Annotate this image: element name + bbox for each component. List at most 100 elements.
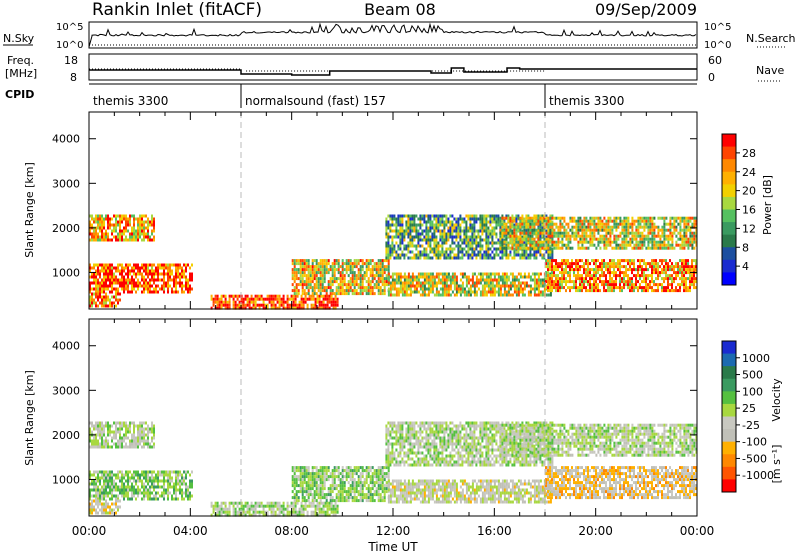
echo-cell — [185, 276, 187, 279]
echo-cell — [589, 232, 591, 235]
echo-cell — [360, 259, 362, 262]
echo-cell — [167, 267, 169, 270]
echo-cell — [411, 224, 413, 227]
echo-cell — [149, 446, 151, 449]
echo-cell — [131, 434, 133, 437]
echo-cell — [187, 291, 189, 294]
echo-cell — [459, 248, 461, 251]
echo-cell — [627, 274, 629, 277]
echo-cell — [482, 294, 484, 297]
echo-cell — [396, 279, 398, 282]
echo-cell — [501, 247, 503, 250]
echo-cell — [593, 223, 595, 226]
echo-cell — [368, 286, 370, 289]
echo-cell — [424, 288, 426, 291]
echo-cell — [133, 273, 135, 276]
echo-cell — [435, 221, 437, 224]
echo-cell — [603, 238, 605, 241]
echo-cell — [119, 264, 121, 267]
echo-cell — [217, 298, 219, 301]
echo-cell — [589, 286, 591, 289]
echo-cell — [490, 273, 492, 276]
echo-cell — [141, 480, 143, 483]
echo-cell — [559, 265, 561, 268]
echo-cell — [693, 280, 695, 283]
echo-cell — [649, 283, 651, 286]
echo-cell — [452, 276, 454, 279]
echo-cell — [471, 224, 473, 227]
echo-cell — [471, 230, 473, 233]
echo-cell — [417, 230, 419, 233]
echo-cell — [417, 233, 419, 236]
echo-cell — [528, 285, 530, 288]
echo-cell — [419, 233, 421, 236]
echo-cell — [647, 262, 649, 265]
echo-cell — [340, 289, 342, 292]
echo-cell — [663, 265, 665, 268]
echo-cell — [115, 267, 117, 270]
echo-cell — [141, 273, 143, 276]
echo-cell — [611, 280, 613, 283]
echo-cell — [313, 298, 315, 301]
echo-cell — [93, 437, 95, 440]
echo-cell — [331, 304, 333, 307]
echo-cell — [113, 486, 115, 489]
echo-cell — [324, 265, 326, 268]
echo-cell — [567, 232, 569, 235]
echo-cell — [507, 229, 509, 232]
echo-cell — [577, 268, 579, 271]
echo-cell — [627, 283, 629, 286]
echo-cell — [317, 298, 319, 301]
echo-cell — [659, 274, 661, 277]
echo-cell — [563, 229, 565, 232]
echo-cell — [103, 480, 105, 483]
noise-left-tick-low: 10^0 — [56, 40, 83, 51]
echo-cell — [101, 489, 103, 492]
echo-cell — [551, 217, 553, 220]
echo-cell — [643, 274, 645, 277]
echo-cell — [643, 235, 645, 238]
echo-cell — [149, 270, 151, 273]
echo-cell — [279, 295, 281, 298]
echo-cell — [330, 280, 332, 283]
echo-cell — [510, 273, 512, 276]
echo-cell — [629, 283, 631, 286]
echo-cell — [360, 277, 362, 280]
echo-cell — [181, 273, 183, 276]
echo-cell — [121, 474, 123, 477]
echo-cell — [503, 226, 505, 229]
echo-cell — [125, 437, 127, 440]
echo-cell — [387, 215, 389, 218]
echo-cell — [429, 218, 431, 221]
echo-cell — [133, 474, 135, 477]
echo-cell — [527, 226, 529, 229]
echo-cell — [511, 220, 513, 223]
echo-cell — [326, 271, 328, 274]
echo-cell — [143, 288, 145, 291]
echo-cell — [669, 274, 671, 277]
echo-cell — [378, 268, 380, 271]
echo-cell — [437, 227, 439, 230]
echo-cell — [338, 259, 340, 262]
echo-cell — [465, 242, 467, 245]
echo-cell — [388, 282, 390, 285]
echo-cell — [492, 291, 494, 294]
echo-cell — [101, 495, 103, 498]
echo-cell — [527, 247, 529, 250]
echo-cell — [551, 241, 553, 244]
echo-cell — [145, 495, 147, 498]
echo-cell — [305, 295, 307, 298]
echo-cell — [433, 236, 435, 239]
echo-cell — [105, 218, 107, 221]
echo-cell — [667, 268, 669, 271]
echo-cell — [507, 226, 509, 229]
echo-cell — [437, 230, 439, 233]
echo-cell — [643, 280, 645, 283]
echo-cell — [151, 230, 153, 233]
echo-cell — [427, 245, 429, 248]
echo-cell — [555, 244, 557, 247]
echo-cell — [609, 274, 611, 277]
echo-cell — [467, 251, 469, 254]
echo-cell — [583, 286, 585, 289]
echo-cell — [443, 233, 445, 236]
